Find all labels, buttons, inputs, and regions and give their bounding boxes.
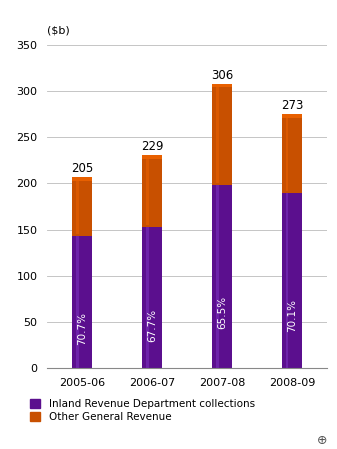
Bar (72, 233, 92, 236)
Text: 65.5%: 65.5% (217, 296, 227, 329)
Bar (212, 181, 232, 185)
Bar (146, 225, 149, 368)
Bar (72, 179, 92, 234)
Bar (285, 191, 288, 368)
Bar (282, 114, 302, 118)
Bar (212, 86, 232, 183)
Bar (142, 223, 162, 227)
Text: 205: 205 (71, 162, 93, 175)
Bar (212, 183, 232, 368)
Bar (282, 191, 302, 368)
Bar (212, 84, 232, 88)
Text: 70.7%: 70.7% (77, 312, 87, 344)
Bar (76, 179, 79, 234)
Text: 273: 273 (281, 99, 303, 112)
Text: ($b): ($b) (47, 26, 70, 35)
Bar (282, 116, 302, 191)
Text: 70.1%: 70.1% (287, 299, 297, 332)
Bar (142, 155, 162, 158)
Bar (76, 234, 79, 368)
Text: 67.7%: 67.7% (147, 308, 157, 342)
Text: ⊕: ⊕ (316, 434, 327, 447)
Bar (216, 86, 219, 183)
Bar (72, 177, 92, 180)
Bar (142, 157, 162, 225)
Bar (72, 234, 92, 368)
Bar (146, 157, 149, 225)
Text: 229: 229 (141, 140, 163, 153)
Bar (216, 183, 219, 368)
Bar (142, 225, 162, 368)
Text: 306: 306 (211, 69, 233, 82)
Legend: Inland Revenue Department collections, Other General Revenue: Inland Revenue Department collections, O… (30, 399, 255, 423)
Bar (285, 116, 288, 191)
Bar (282, 189, 302, 193)
